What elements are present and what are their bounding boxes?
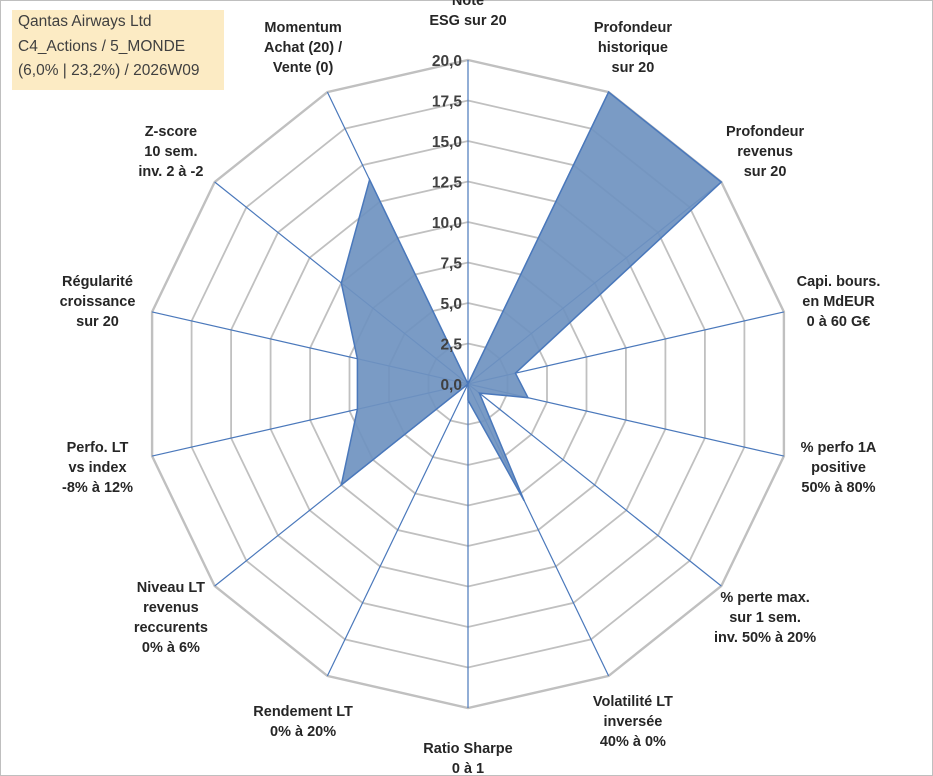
axis-label-line: ESG sur 20 xyxy=(429,13,506,29)
axis-label: Profondeur historique sur 20 xyxy=(594,20,672,76)
tick-label: 5,0 xyxy=(440,296,462,313)
tick-label: 20,0 xyxy=(432,53,462,70)
axis-label: % perte max. sur 1 sem. inv. 50% à 20% xyxy=(714,590,816,646)
axis-label: Z-score 10 sem. inv. 2 à -2 xyxy=(138,124,203,180)
axis-label-line: sur 20 xyxy=(76,314,119,330)
tick-label: 7,5 xyxy=(440,256,462,273)
axis-label: % perfo 1A positive 50% à 80% xyxy=(801,440,877,496)
axis-label-line: % perfo 1A xyxy=(801,440,877,456)
axis-label-line: vs index xyxy=(68,460,126,476)
axis-label-line: Note xyxy=(452,0,484,9)
axis-spoke xyxy=(467,383,722,587)
title-category: C4_Actions / 5_MONDE xyxy=(18,37,186,55)
axis-label-line: Rendement LT xyxy=(253,704,353,720)
chart-title-box: Qantas Airways Ltd C4_Actions / 5_MONDE … xyxy=(12,10,224,90)
axis-label: Perfo. LT vs index -8% à 12% xyxy=(62,440,133,496)
axis-label-line: 50% à 80% xyxy=(801,480,875,496)
axis-label-line: Momentum xyxy=(264,20,341,36)
axis-label-line: Perfo. LT xyxy=(67,440,129,456)
axis-label-line: sur 20 xyxy=(612,60,655,76)
axis-label-line: % perte max. xyxy=(720,590,809,606)
axis-label-line: sur 1 sem. xyxy=(729,610,801,626)
axis-spoke xyxy=(326,383,469,677)
tick-label: 10,0 xyxy=(432,215,462,232)
axis-label-line: Régularité xyxy=(62,274,133,290)
axis-label-line: revenus xyxy=(737,144,793,160)
axis-label-line: inv. 50% à 20% xyxy=(714,630,816,646)
axis-label-line: 0% à 20% xyxy=(270,724,336,740)
axis-label: Note ESG sur 20 xyxy=(429,0,506,29)
axis-label: Profondeur revenus sur 20 xyxy=(726,124,804,180)
axis-label: Niveau LT revenus reccurents 0% à 6% xyxy=(134,580,208,656)
axis-label: Capi. bours. en MdEUR 0 à 60 G€ xyxy=(797,274,881,330)
radar-series xyxy=(340,90,723,502)
title-stats: (6,0% | 23,2%) / 2026W09 xyxy=(18,62,200,79)
axis-label-line: reccurents xyxy=(134,620,208,636)
tick-label: 2,5 xyxy=(440,337,462,354)
axis-spoke xyxy=(467,311,785,385)
title-company: Qantas Airways Ltd xyxy=(18,13,152,30)
axis-label-line: revenus xyxy=(143,600,199,616)
axis-label: Rendement LT 0% à 20% xyxy=(253,704,353,740)
axis-label-line: inversée xyxy=(603,714,662,730)
axis-label-line: Vente (0) xyxy=(273,60,334,76)
series-area xyxy=(340,90,723,502)
axis-label-line: Achat (20) / xyxy=(264,40,342,56)
axis-label: Régularité croissance sur 20 xyxy=(60,274,136,330)
tick-label: 17,5 xyxy=(432,94,463,111)
axis-label-line: en MdEUR xyxy=(802,294,875,310)
axis-label-line: Profondeur xyxy=(726,124,804,140)
axis-label-line: inv. 2 à -2 xyxy=(138,164,203,180)
axis-label-line: 0 à 60 G€ xyxy=(807,314,871,330)
axis-label-line: positive xyxy=(811,460,866,476)
tick-label: 12,5 xyxy=(432,175,463,192)
axis-label-line: 0% à 6% xyxy=(142,640,200,656)
axis-label-line: croissance xyxy=(60,294,136,310)
axis-label: Momentum Achat (20) / Vente (0) xyxy=(264,20,342,76)
axis-label: Ratio Sharpe 0 à 1 xyxy=(423,741,512,776)
axis-label-line: 40% à 0% xyxy=(600,734,666,750)
axis-label-line: Volatilité LT xyxy=(593,694,673,710)
tick-label: 0,0 xyxy=(440,377,462,394)
axis-label-line: 10 sem. xyxy=(144,144,197,160)
axis-label: Volatilité LT inversée 40% à 0% xyxy=(593,694,673,750)
axis-label-line: Ratio Sharpe xyxy=(423,741,512,757)
axis-label-line: 0 à 1 xyxy=(452,761,484,776)
axis-labels: Note ESG sur 20 Profondeur historique sur 20… xyxy=(60,0,881,776)
axis-label-line: Capi. bours. xyxy=(797,274,881,290)
axis-label-line: -8% à 12% xyxy=(62,480,133,496)
axis-label-line: historique xyxy=(598,40,668,56)
axis-label-line: Profondeur xyxy=(594,20,672,36)
radial-tick-labels: 0,0 2,5 5,0 7,5 10,0 12,5 15,0 17,5 20,0 xyxy=(432,53,463,394)
tick-label: 15,0 xyxy=(432,134,462,151)
axis-label-line: sur 20 xyxy=(744,164,787,180)
axis-label-line: Z-score xyxy=(145,124,197,140)
axis-label-line: Niveau LT xyxy=(137,580,205,596)
